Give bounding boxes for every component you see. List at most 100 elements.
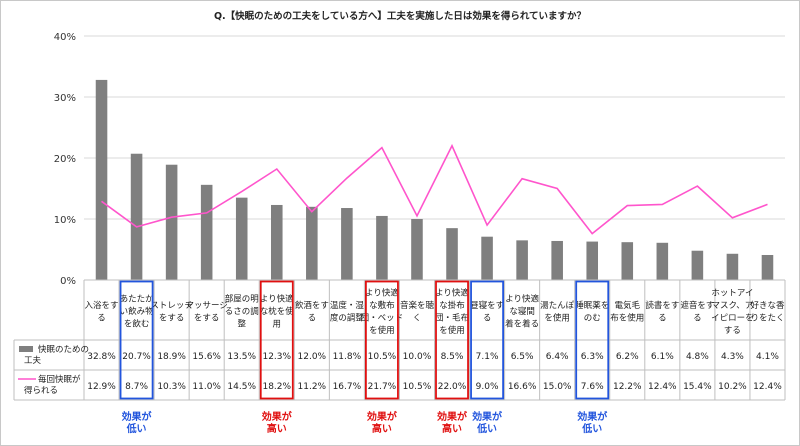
legend-label: 得られる <box>24 385 58 396</box>
category-label: より快適 <box>260 294 294 305</box>
category-label: な寝間 <box>509 306 535 317</box>
highlight-annotation: 効果が 高い <box>247 412 307 436</box>
bar <box>621 242 634 280</box>
category-label: ホットアイ <box>711 288 753 298</box>
data-label: 10.2% <box>718 382 747 392</box>
highlight-annotation: 効果が 高い <box>422 412 482 436</box>
category-label: を使用 <box>369 325 395 336</box>
legend-label: 工夫 <box>24 355 42 366</box>
annotation-line: 効果が <box>437 412 468 423</box>
bar <box>95 79 108 280</box>
category-label: を飲む <box>124 319 150 330</box>
bar <box>586 241 599 280</box>
y-tick-label: 0% <box>60 276 76 287</box>
data-label: 20.7% <box>122 352 151 362</box>
data-label: 12.4% <box>753 382 782 392</box>
category-label: る <box>658 313 667 323</box>
bar <box>130 153 143 280</box>
category-label: 遮音をす <box>680 300 714 311</box>
category-label: りをたく <box>750 313 784 323</box>
bar <box>235 197 248 280</box>
data-label: 6.3% <box>581 352 604 362</box>
highlight-annotation: 効果が 低い <box>107 412 167 436</box>
category-label: ストレッチ <box>150 301 193 311</box>
category-label: な枕を使 <box>260 306 295 317</box>
bar <box>165 164 178 280</box>
data-label: 4.1% <box>756 352 779 362</box>
data-label: 12.9% <box>87 382 116 392</box>
data-label: 10.0% <box>403 352 432 362</box>
data-label: 13.5% <box>227 352 256 362</box>
data-label: 9.0% <box>476 382 499 392</box>
category-label: る <box>483 313 492 323</box>
data-label: 18.2% <box>262 382 291 392</box>
bar <box>306 206 318 280</box>
bar <box>411 219 423 280</box>
highlight-annotation: 効果が 低い <box>457 412 517 436</box>
data-label: 8.7% <box>125 382 148 392</box>
bar <box>656 242 669 280</box>
data-label: 12.3% <box>262 352 291 362</box>
category-label: 湯たんぽ <box>540 300 575 311</box>
category-label: より快適 <box>365 287 399 298</box>
data-label: 10.5% <box>403 382 432 392</box>
bar <box>516 240 528 280</box>
category-label: る <box>308 313 317 323</box>
data-label: 10.3% <box>157 382 186 392</box>
data-label: 10.5% <box>368 352 397 362</box>
line-series <box>101 143 768 235</box>
category-label: 電気毛 <box>615 300 641 311</box>
data-label: 22.0% <box>438 382 467 392</box>
data-label: 12.0% <box>298 352 327 362</box>
highlight-box <box>435 280 469 400</box>
category-label: 度の調整 <box>330 312 365 323</box>
data-label: 11.0% <box>192 382 221 392</box>
category-label: 部屋の明 <box>225 294 259 305</box>
legend-key-bar <box>19 346 33 352</box>
bar <box>446 228 458 280</box>
category-label: るさの調 <box>225 306 259 317</box>
y-tick-label: 40% <box>54 32 76 43</box>
category-label: 睡眠薬を <box>575 300 609 311</box>
data-label: 4.8% <box>686 352 709 362</box>
chart-title: Q.【快眠のための工夫をしている方へ】工夫を実施した日は効果を得られていますか？ <box>214 10 586 22</box>
y-tick-label: 20% <box>54 154 76 165</box>
bar <box>270 204 283 280</box>
category-label: る <box>693 313 702 323</box>
data-label: 15.6% <box>192 352 221 362</box>
category-label: マッサージ <box>186 301 228 311</box>
category-label: い飲み物 <box>120 306 155 317</box>
bar <box>726 253 739 280</box>
data-label: 6.4% <box>546 352 569 362</box>
data-label: 7.6% <box>581 382 604 392</box>
category-label: 読書をす <box>645 300 679 311</box>
category-label: を使用 <box>544 312 570 323</box>
legend-label: 快眠のための <box>38 344 89 355</box>
category-label: より快適 <box>435 287 469 298</box>
data-label: 16.6% <box>508 382 537 392</box>
category-label: な掛布 <box>439 300 465 311</box>
annotation-line: 高い <box>371 424 392 435</box>
category-label: 着を着る <box>505 319 539 330</box>
annotation-line: 低い <box>477 424 498 435</box>
category-label: する <box>724 326 741 336</box>
highlight-box <box>259 280 294 400</box>
bar <box>691 250 704 280</box>
data-label: 32.8% <box>87 352 116 362</box>
category-label: 布を使用 <box>610 312 644 323</box>
highlight-box <box>470 280 504 400</box>
category-label: のむ <box>584 313 601 323</box>
category-label: な敷布 <box>369 300 395 311</box>
category-label: 入浴をす <box>85 300 119 311</box>
category-label: 飲酒をす <box>295 300 329 311</box>
data-label: 12.2% <box>613 382 642 392</box>
annotation-line: 高い <box>442 424 463 435</box>
category-label: あたたか <box>120 295 155 305</box>
legend-label: 毎回快眠が <box>38 374 81 385</box>
annotation-line: 効果が <box>261 412 292 423</box>
category-label: 昼寝をす <box>470 300 504 311</box>
category-label: 団・ベッド <box>361 313 404 323</box>
data-label: 21.7% <box>368 382 397 392</box>
category-label: イピローを <box>711 313 754 323</box>
